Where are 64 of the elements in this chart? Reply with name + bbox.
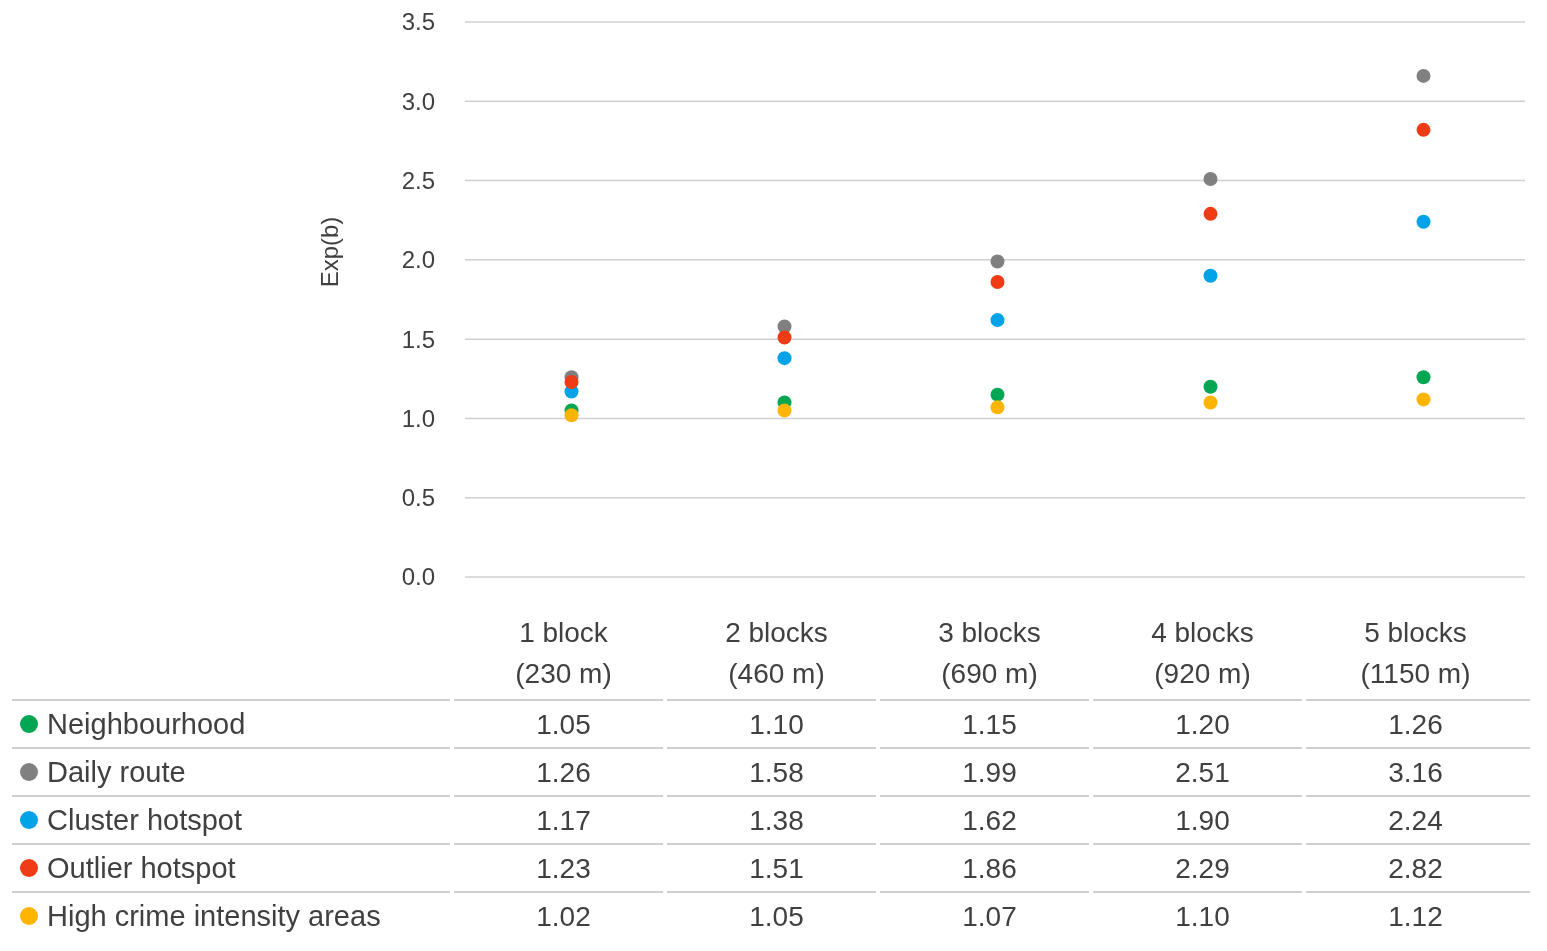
data-label: 1.51 (749, 852, 804, 884)
point (777, 403, 792, 418)
point (1203, 379, 1218, 394)
legend-label: Daily route (47, 756, 186, 789)
data-label: 2.51 (1175, 756, 1230, 788)
data-label: 1.20 (1175, 708, 1230, 740)
data-label: 1.26 (536, 756, 591, 788)
data-label: 1.38 (749, 804, 804, 836)
point (990, 313, 1005, 328)
data-label: 1.05 (749, 900, 804, 932)
point (1416, 214, 1431, 229)
point (990, 387, 1005, 402)
y-tick-label: 3.0 (401, 87, 435, 115)
data-label: 1.58 (749, 756, 804, 788)
point (1416, 370, 1431, 385)
point (990, 400, 1005, 415)
x-tick-label: 4 blocks (920 m) (1151, 616, 1254, 689)
y-tick-label: 2.0 (401, 246, 435, 274)
legend-label: Outlier hotspot (47, 852, 236, 885)
y-tick-label: 0.5 (401, 484, 435, 512)
data-label: 1.10 (1175, 900, 1230, 932)
data-label: 1.86 (962, 852, 1017, 884)
data-label: 2.24 (1388, 804, 1443, 836)
point (564, 408, 579, 423)
data-label: 1.23 (536, 852, 591, 884)
y-axis-title: Exp(b) (316, 216, 344, 288)
point (777, 351, 792, 366)
data-label: 1.17 (536, 804, 591, 836)
point (1203, 206, 1218, 221)
x-tick-label: 1 block (230 m) (515, 616, 612, 689)
x-tick-label: 2 blocks (460 m) (725, 616, 828, 689)
y-tick-label: 1.5 (401, 325, 435, 353)
point (1416, 68, 1431, 83)
legend-label: Cluster hotspot (47, 804, 243, 837)
legend-label: Neighbourhood (47, 708, 246, 741)
point (1416, 392, 1431, 407)
point (1203, 268, 1218, 283)
data-label: 1.26 (1388, 708, 1443, 740)
data-label: 1.15 (962, 708, 1017, 740)
data-label: 1.90 (1175, 804, 1230, 836)
y-tick-label: 0.0 (401, 563, 435, 591)
point (1416, 122, 1431, 137)
data-label: 2.29 (1175, 852, 1230, 884)
point (1203, 171, 1218, 186)
point (777, 330, 792, 345)
data-label: 1.07 (962, 900, 1017, 932)
point (990, 275, 1005, 290)
data-label: 1.10 (749, 708, 804, 740)
data-label: 1.12 (1388, 900, 1443, 932)
y-tick-label: 3.5 (401, 8, 435, 36)
x-tick-label: 3 blocks (690 m) (938, 616, 1041, 689)
data-label: 1.99 (962, 756, 1017, 788)
point (1203, 395, 1218, 410)
data-label: 1.02 (536, 900, 591, 932)
y-tick-label: 2.5 (401, 166, 435, 194)
y-tick-label: 1.0 (401, 404, 435, 432)
data-label: 3.16 (1388, 756, 1443, 788)
legend-label: High crime intensity areas (47, 900, 381, 933)
data-label: 2.82 (1388, 852, 1443, 884)
data-label: 1.05 (536, 708, 591, 740)
x-tick-label: 5 blocks (1150 m) (1360, 616, 1471, 689)
data-label: 1.62 (962, 804, 1017, 836)
point (990, 254, 1005, 269)
point (564, 374, 579, 389)
